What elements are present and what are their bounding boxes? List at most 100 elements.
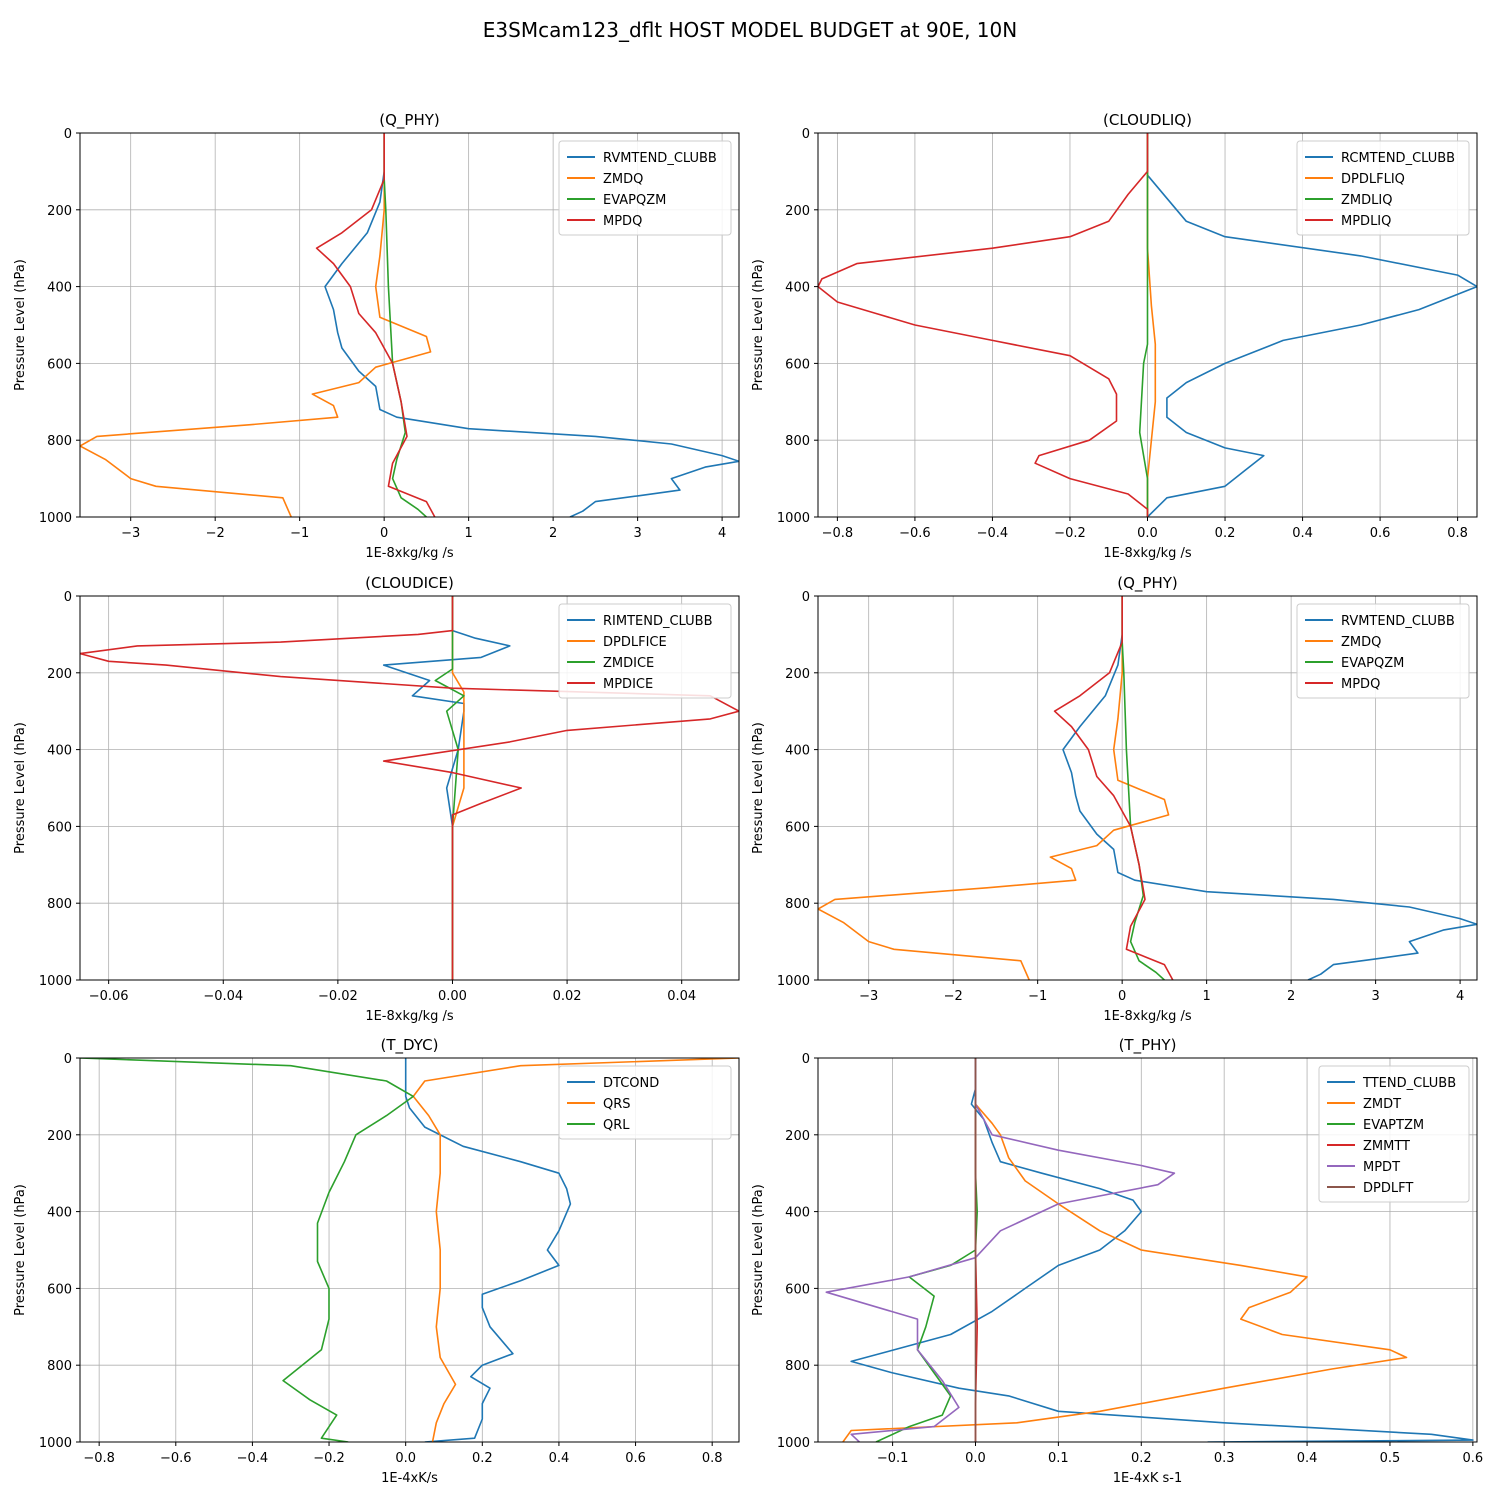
x-tick-label: −0.06 <box>89 989 129 1004</box>
y-tick-label: 1000 <box>39 974 72 989</box>
y-tick-label: 800 <box>47 897 72 912</box>
legend-label: DPDLFLIQ <box>1341 172 1405 187</box>
legend-label: MPDQ <box>603 214 642 229</box>
x-tick-label: 0.4 <box>1292 526 1313 541</box>
x-axis-label: 1E-4xK s-1 <box>1113 1471 1183 1486</box>
y-tick-label: 200 <box>47 1129 72 1144</box>
y-tick-label: 400 <box>47 744 72 759</box>
x-tick-label: −0.8 <box>83 1451 115 1466</box>
legend-label: MPDQ <box>1341 677 1380 692</box>
series-group <box>818 133 1477 517</box>
legend-label: MPDLIQ <box>1341 214 1391 229</box>
y-tick-label: 1000 <box>777 1436 810 1451</box>
y-tick-label: 800 <box>785 1359 810 1374</box>
y-tick-label: 1000 <box>39 511 72 526</box>
legend-label: ZMDT <box>1363 1097 1401 1112</box>
x-tick-label: 1 <box>465 526 473 541</box>
series-line-zmdq <box>80 133 432 517</box>
x-tick-label: 0.2 <box>1131 1451 1152 1466</box>
panel-2: −0.8 −0.6 −0.4 −0.2 0.0 0.2 0.4 0.6 0.8 0 200 400 60… <box>751 111 1478 561</box>
y-tick-label: 1000 <box>777 511 810 526</box>
x-axis-label: 1E-4xK/s <box>381 1471 438 1486</box>
x-tick-label: 0.02 <box>553 989 582 1004</box>
legend: DTCOND QRS QRL <box>558 1065 732 1140</box>
y-tick-label: 1000 <box>39 1436 72 1451</box>
series-line-qrs <box>412 1058 739 1442</box>
series-line-ttend-clubb <box>850 1058 1474 1442</box>
legend-label: MPDT <box>1363 1160 1400 1175</box>
series-group <box>80 133 739 517</box>
y-tick-label: 600 <box>785 357 810 372</box>
series-line-rimtend-clubb <box>382 596 511 980</box>
series-line-zmdliq <box>1138 133 1149 517</box>
legend-box <box>1296 603 1470 699</box>
x-tick-label: 0.2 <box>1215 526 1236 541</box>
panel-title: (T_DYC) <box>381 1036 439 1055</box>
series-line-rvmtend-clubb <box>1062 596 1477 980</box>
panels: −3 −2 −1 0 1 2 3 402004006008001000(Q_PHY)1E-8x… <box>13 111 1483 1486</box>
legend-label: RCMTEND_CLUBB <box>1341 151 1455 166</box>
y-tick-label: 600 <box>47 820 72 835</box>
x-tick-label: 0.0 <box>395 1451 416 1466</box>
panel-title: (Q_PHY) <box>1117 574 1178 593</box>
x-axis-label: 1E-8xkg/kg /s <box>365 1009 454 1024</box>
legend-label: ZMDLIQ <box>1341 193 1392 208</box>
axes-frame <box>817 1057 1478 1443</box>
x-tick-label: 0.04 <box>667 989 696 1004</box>
y-axis-label: Pressure Level (hPa) <box>13 722 28 854</box>
y-tick-label: 600 <box>785 1282 810 1297</box>
axes-frame <box>79 132 740 518</box>
x-tick-label: −0.4 <box>977 526 1009 541</box>
series-line-zmdt <box>842 1058 1408 1442</box>
legend-label: QRL <box>603 1118 630 1133</box>
x-tick-label: −3 <box>121 526 140 541</box>
x-tick-label: 0 <box>1118 989 1126 1004</box>
panel-6: −0.1 0.0 0.1 0.2 0.3 0.4 0.5 0.6 0 200 400 600 800 10… <box>751 1036 1483 1486</box>
y-tick-label: 800 <box>47 434 72 449</box>
legend-label: ZMDQ <box>1341 635 1381 650</box>
x-tick-label: 0.5 <box>1380 1451 1401 1466</box>
legend-label: ZMDICE <box>603 656 654 671</box>
y-tick-label: 800 <box>47 1359 72 1374</box>
panel-title: (Q_PHY) <box>379 111 440 130</box>
legend-box <box>1318 1065 1470 1203</box>
series-group <box>80 1058 739 1442</box>
x-tick-label: 0.8 <box>702 1451 723 1466</box>
panel-title: (CLOUDICE) <box>365 574 454 592</box>
figure-title: E3SMcam123_dflt HOST MODEL BUDGET at 90E… <box>483 18 1017 42</box>
series-group <box>818 596 1477 980</box>
x-tick-label: −2 <box>206 526 225 541</box>
legend-label: DTCOND <box>603 1076 659 1091</box>
y-tick-label: 800 <box>785 897 810 912</box>
y-tick-label: 200 <box>785 204 810 219</box>
axes-frame <box>79 1057 740 1443</box>
x-tick-label: 0.6 <box>625 1451 646 1466</box>
legend-label: ZMMTT <box>1363 1139 1410 1154</box>
x-axis-label: 1E-8xkg/kg /s <box>1103 1009 1192 1024</box>
y-tick-label: 0 <box>802 590 810 605</box>
legend-label: RVMTEND_CLUBB <box>1341 614 1455 629</box>
axes-frame <box>79 595 740 981</box>
x-tick-label: 0.6 <box>1370 526 1391 541</box>
series-line-rcmtend-clubb <box>1146 133 1477 517</box>
y-tick-label: 0 <box>64 590 72 605</box>
x-tick-label: 3 <box>1371 989 1379 1004</box>
x-tick-label: 0.3 <box>1214 1451 1235 1466</box>
y-tick-label: 600 <box>47 1282 72 1297</box>
legend-label: QRS <box>603 1097 631 1112</box>
y-tick-label: 400 <box>785 744 810 759</box>
y-tick-label: 400 <box>785 281 810 296</box>
x-tick-label: −0.02 <box>318 989 358 1004</box>
legend-label: MPDICE <box>603 677 653 692</box>
legend: RVMTEND_CLUBB ZMDQ EVAPQZM MPDQ <box>1296 603 1470 699</box>
legend-label: EVAPQZM <box>1341 656 1404 671</box>
series-line-mpdliq <box>818 133 1149 517</box>
series-line-mpdq <box>1053 596 1174 980</box>
y-tick-label: 200 <box>785 1129 810 1144</box>
y-tick-label: 1000 <box>777 974 810 989</box>
x-axis-label: 1E-8xkg/kg /s <box>365 546 454 561</box>
x-tick-label: 0.00 <box>438 989 467 1004</box>
legend: RCMTEND_CLUBB DPDLFLIQ ZMDLIQ MPDLIQ <box>1296 140 1470 236</box>
panel-4: −3 −2 −1 0 1 2 3 4 0 200 400 600 800 1000 (Q_PHY) 1E-8x… <box>751 574 1478 1024</box>
